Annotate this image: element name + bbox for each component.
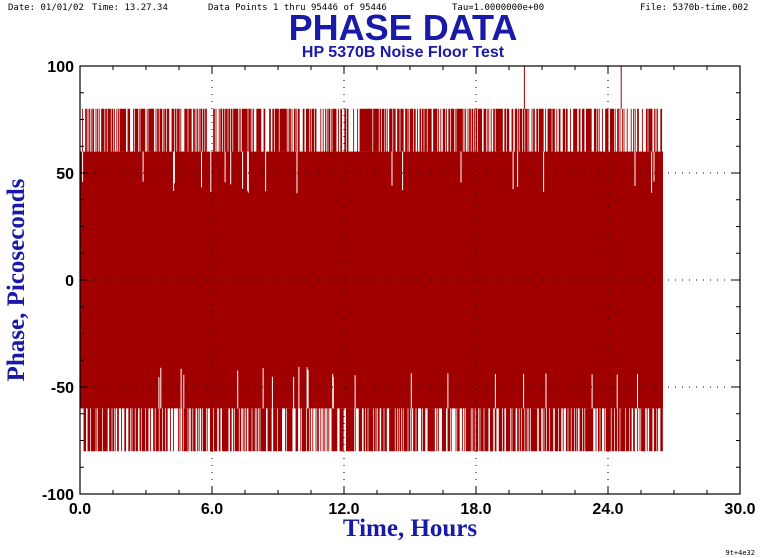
y-tick-label: -50 [51, 380, 74, 397]
x-tick-label: 0.0 [69, 501, 91, 518]
chart-title: PHASE DATA [289, 7, 518, 48]
x-tick-label: 24.0 [592, 501, 623, 518]
phase-series [79, 66, 663, 452]
noise-lower-gaps [158, 366, 638, 409]
axis-ticks: 0.0 6.0 12.0 18.0 24.0 30.0 100 50 0 -50 -100 [42, 59, 756, 518]
x-tick-label: 6.0 [201, 501, 223, 518]
noise-core-band [80, 151, 663, 409]
y-axis-label: Phase, Picoseconds [3, 178, 30, 381]
y-tick-label: 0 [65, 273, 74, 290]
y-tick-label: -100 [42, 487, 74, 504]
header-points: Data Points 1 thru 95446 of 95446 [208, 3, 387, 13]
x-axis-label: Time, Hours [343, 515, 478, 542]
header-file: File: 5370b-time.002 [640, 3, 748, 13]
x-tick-label: 12.0 [328, 501, 359, 518]
y-tick-label: 100 [47, 59, 74, 76]
noise-lower-excursions [79, 408, 663, 452]
noise-upper-excursions [81, 108, 663, 152]
noise-upper-gaps [82, 151, 655, 194]
header-time: Time: 13.27.34 [92, 3, 168, 13]
footer-code: 9t+4e32 [725, 549, 755, 557]
chart-subtitle: HP 5370B Noise Floor Test [302, 44, 505, 61]
header-tau: Tau=1.0000000e+00 [452, 3, 544, 13]
y-tick-label: 50 [56, 166, 74, 183]
x-tick-label: 30.0 [724, 501, 755, 518]
x-tick-label: 18.0 [460, 501, 491, 518]
header-date: Date: 01/01/02 [8, 3, 84, 13]
